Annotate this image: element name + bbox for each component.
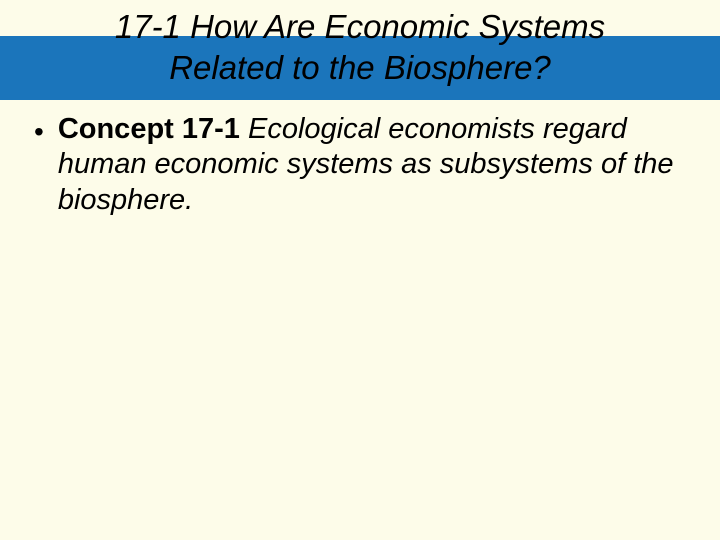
slide-title: 17-1 How Are Economic Systems Related to… (0, 6, 720, 89)
concept-label: Concept 17-1 (58, 113, 240, 145)
bullet-content: Concept 17-1 Ecological economists regar… (58, 112, 686, 218)
body-area: • Concept 17-1 Ecological economists reg… (34, 112, 686, 218)
bullet-item: • Concept 17-1 Ecological economists reg… (34, 112, 686, 218)
title-line-1: 17-1 How Are Economic Systems (115, 8, 605, 45)
bullet-dot-icon: • (34, 114, 44, 149)
title-line-2: Related to the Biosphere? (169, 49, 551, 86)
